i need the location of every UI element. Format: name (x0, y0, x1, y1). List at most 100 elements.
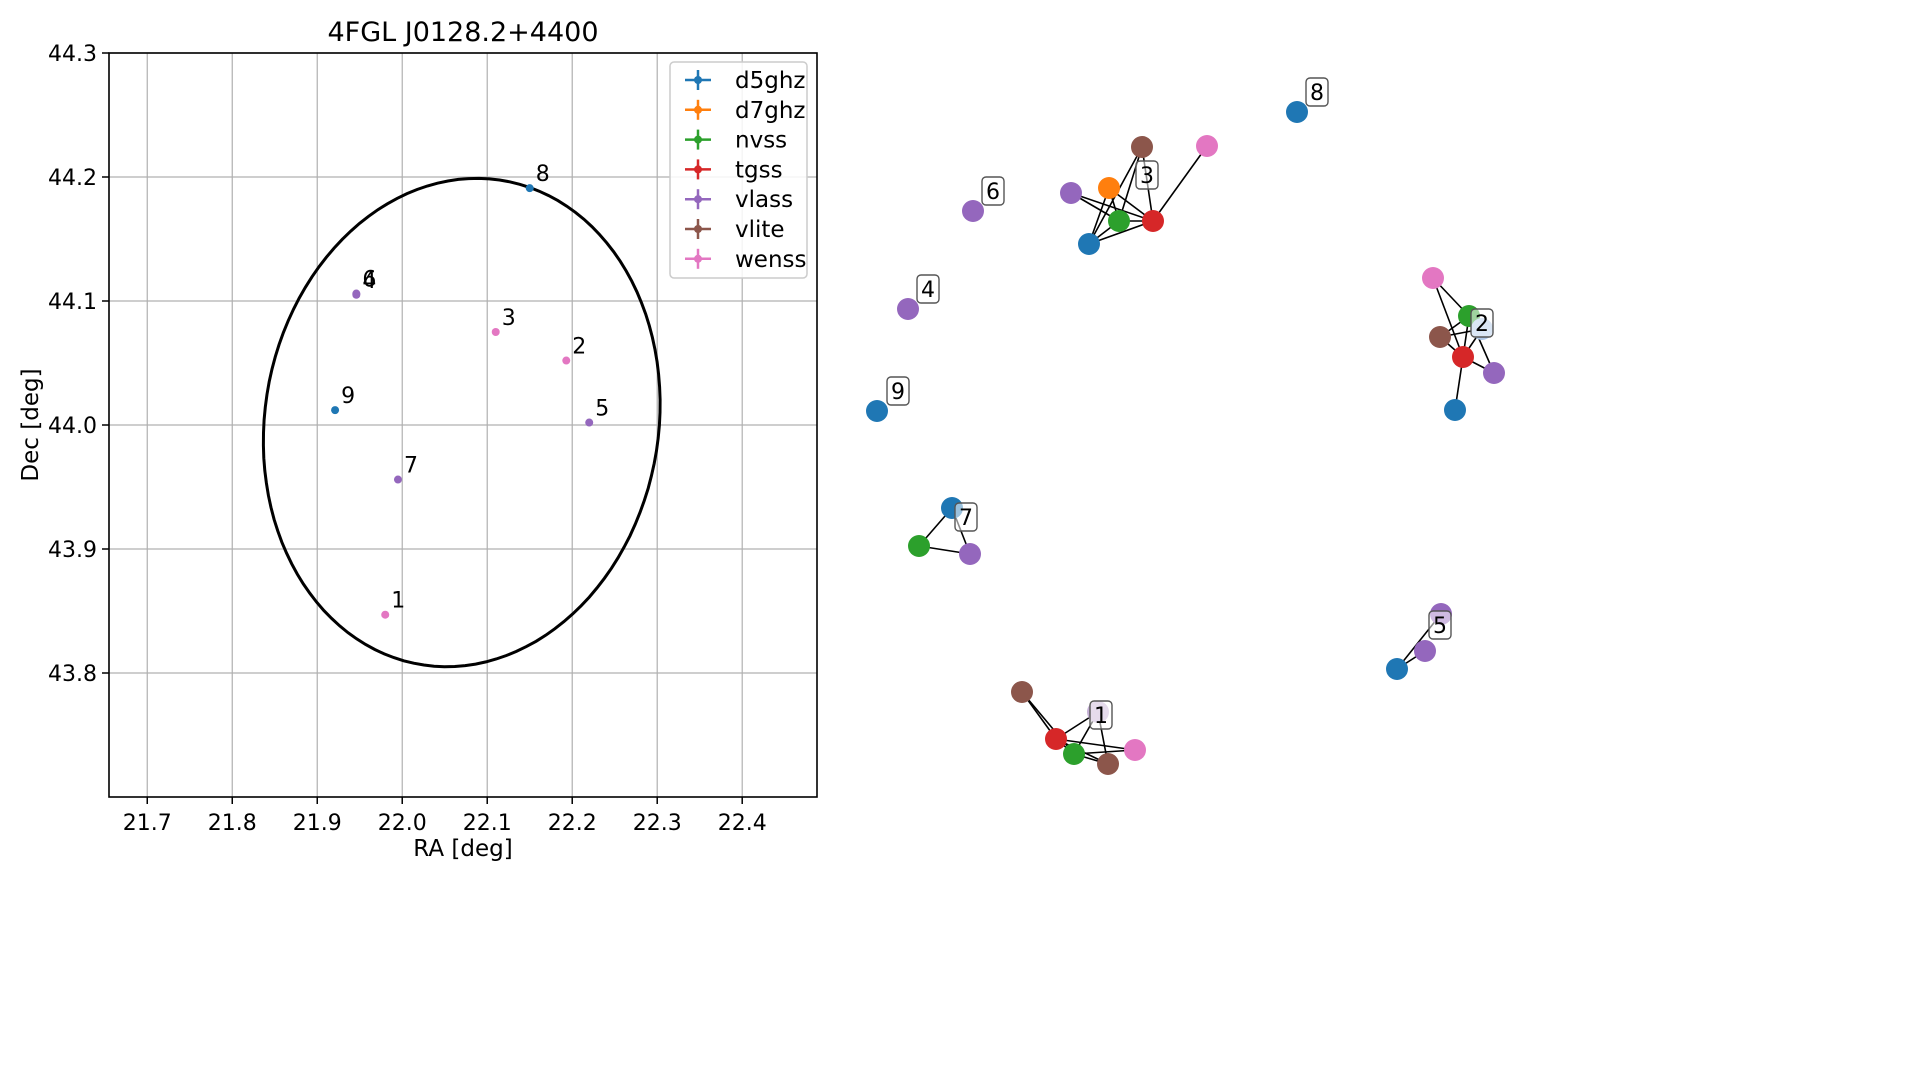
legend-item-wenss: wenss (685, 247, 807, 273)
node-c3_nv (1108, 210, 1130, 232)
cluster-label-text: 5 (1433, 614, 1447, 639)
cluster-label-3: 3 (1135, 160, 1159, 190)
y-ticks: 43.8 43.9 44.0 44.1 44.2 44.3 (48, 42, 109, 687)
edge (1055, 738, 1136, 751)
y-axis-label: Dec [deg] (18, 368, 44, 481)
cluster-label-box (886, 376, 910, 406)
chart-title: 4FGL J0128.2+4400 (327, 17, 598, 48)
y-tick-label: 44.0 (48, 414, 97, 439)
data-points: 1 2 3 4 5 6 7 8 9 (331, 162, 609, 619)
x-tick-label: 21.7 (123, 811, 172, 836)
point-label-9: 9 (341, 384, 355, 409)
point-label-6: 6 (362, 268, 376, 293)
nodes (866, 101, 1505, 775)
legend-item-d5ghz: d5ghz (685, 68, 805, 94)
cluster-label-text: 4 (921, 278, 935, 303)
cluster-label-9: 9 (886, 376, 910, 406)
y-tick-label: 44.2 (48, 166, 97, 191)
cluster-label-8: 8 (1305, 77, 1329, 107)
x-tick-label: 21.8 (208, 811, 257, 836)
cluster-label-1: 1 (1089, 700, 1113, 730)
cluster-label-text: 1 (1094, 704, 1108, 729)
node-c5_d5 (1386, 658, 1408, 680)
legend-marker-dot (694, 76, 702, 84)
node-c3_vl (1060, 182, 1082, 204)
x-tick-label: 22.4 (718, 811, 767, 836)
node-c2_vi (1429, 326, 1451, 348)
node-c3_we (1196, 135, 1218, 157)
data-point-6 (352, 289, 361, 298)
node-c1_vi1 (1011, 681, 1033, 703)
scatter-plot: 4FGL J0128.2+4400 21.7 21.8 21.9 22.0 22.1 22… (18, 17, 818, 862)
x-tick-label: 22.0 (378, 811, 427, 836)
legend-marker-dot (694, 105, 702, 114)
node-c1_we (1124, 739, 1146, 761)
point-label-3: 3 (502, 306, 516, 331)
node-c5_vl2 (1414, 640, 1436, 662)
legend-label: d7ghz (735, 98, 805, 124)
data-point-1 (381, 610, 390, 619)
node-c1_tg (1045, 728, 1067, 750)
legend-label: tgss (735, 157, 783, 183)
node-c2_d5 (1444, 399, 1466, 421)
data-point-3 (491, 328, 500, 336)
legend-label: vlass (735, 187, 793, 213)
data-point-7 (393, 475, 402, 484)
edge (1118, 146, 1143, 222)
cluster-label-text: 6 (986, 180, 1000, 205)
point-label-4: 4 (362, 269, 376, 294)
legend-marker-dot (694, 195, 702, 204)
legend-label: vlite (735, 217, 785, 243)
cluster-label-box (1305, 77, 1329, 107)
node-c7_vl (959, 543, 981, 565)
y-tick-label: 43.8 (48, 662, 97, 687)
data-point-8 (525, 184, 534, 193)
node-c2_we (1422, 267, 1444, 289)
y-tick-label: 44.1 (48, 290, 97, 315)
legend-item-tgss: tgss (685, 157, 783, 183)
edge (1432, 277, 1464, 358)
y-tick-label: 44.3 (48, 42, 97, 67)
error-ellipse (261, 176, 662, 669)
node-c2_tg (1452, 346, 1474, 368)
point-label-8: 8 (536, 162, 550, 187)
x-tick-label: 22.3 (633, 811, 682, 836)
cluster-label-text: 9 (891, 380, 905, 405)
cluster-labels: 8 6 3 4 9 2 7 5 1 (886, 77, 1494, 730)
cluster-label-text: 3 (1140, 164, 1154, 189)
edge (1088, 220, 1154, 245)
legend-label: nvss (735, 128, 787, 154)
legend-label: wenss (735, 247, 807, 273)
legend: d5ghz d7ghz nvss tgss vlass vlite wenss (669, 61, 808, 279)
y-tick-label: 43.9 (48, 538, 97, 563)
node-c8_d5 (1286, 101, 1308, 123)
x-ticks: 21.7 21.8 21.9 22.0 22.1 22.2 22.3 22.4 (123, 797, 767, 836)
cluster-label-box (1470, 308, 1494, 338)
node-c4_vl (897, 298, 919, 320)
network-graph: 8 6 3 4 9 2 7 5 1 (866, 77, 1505, 775)
legend-frame (669, 61, 808, 279)
x-tick-label: 21.9 (293, 811, 342, 836)
cluster-label-7: 7 (954, 502, 978, 532)
point-label-1: 1 (391, 589, 405, 614)
cluster-label-text: 8 (1310, 81, 1324, 106)
cluster-label-6: 6 (981, 176, 1005, 206)
legend-marker-dot (694, 135, 702, 144)
node-c3_d5 (1078, 233, 1100, 255)
edge (1070, 192, 1154, 222)
cluster-label-box (1135, 160, 1159, 190)
legend-item-d7ghz: d7ghz (685, 98, 805, 124)
legend-item-vlite: vlite (685, 217, 785, 243)
cluster-label-5: 5 (1428, 610, 1452, 640)
cluster-label-text: 7 (959, 506, 973, 531)
node-c3_tg (1142, 210, 1164, 232)
legend-marker-dot (694, 225, 702, 233)
node-c2_vl (1483, 362, 1505, 384)
cluster-label-box (954, 502, 978, 532)
node-c3_vi (1131, 136, 1153, 158)
node-c9_d5 (866, 400, 888, 422)
cluster-label-text: 2 (1475, 312, 1489, 337)
point-label-7: 7 (404, 454, 418, 479)
legend-item-nvss: nvss (685, 128, 787, 154)
